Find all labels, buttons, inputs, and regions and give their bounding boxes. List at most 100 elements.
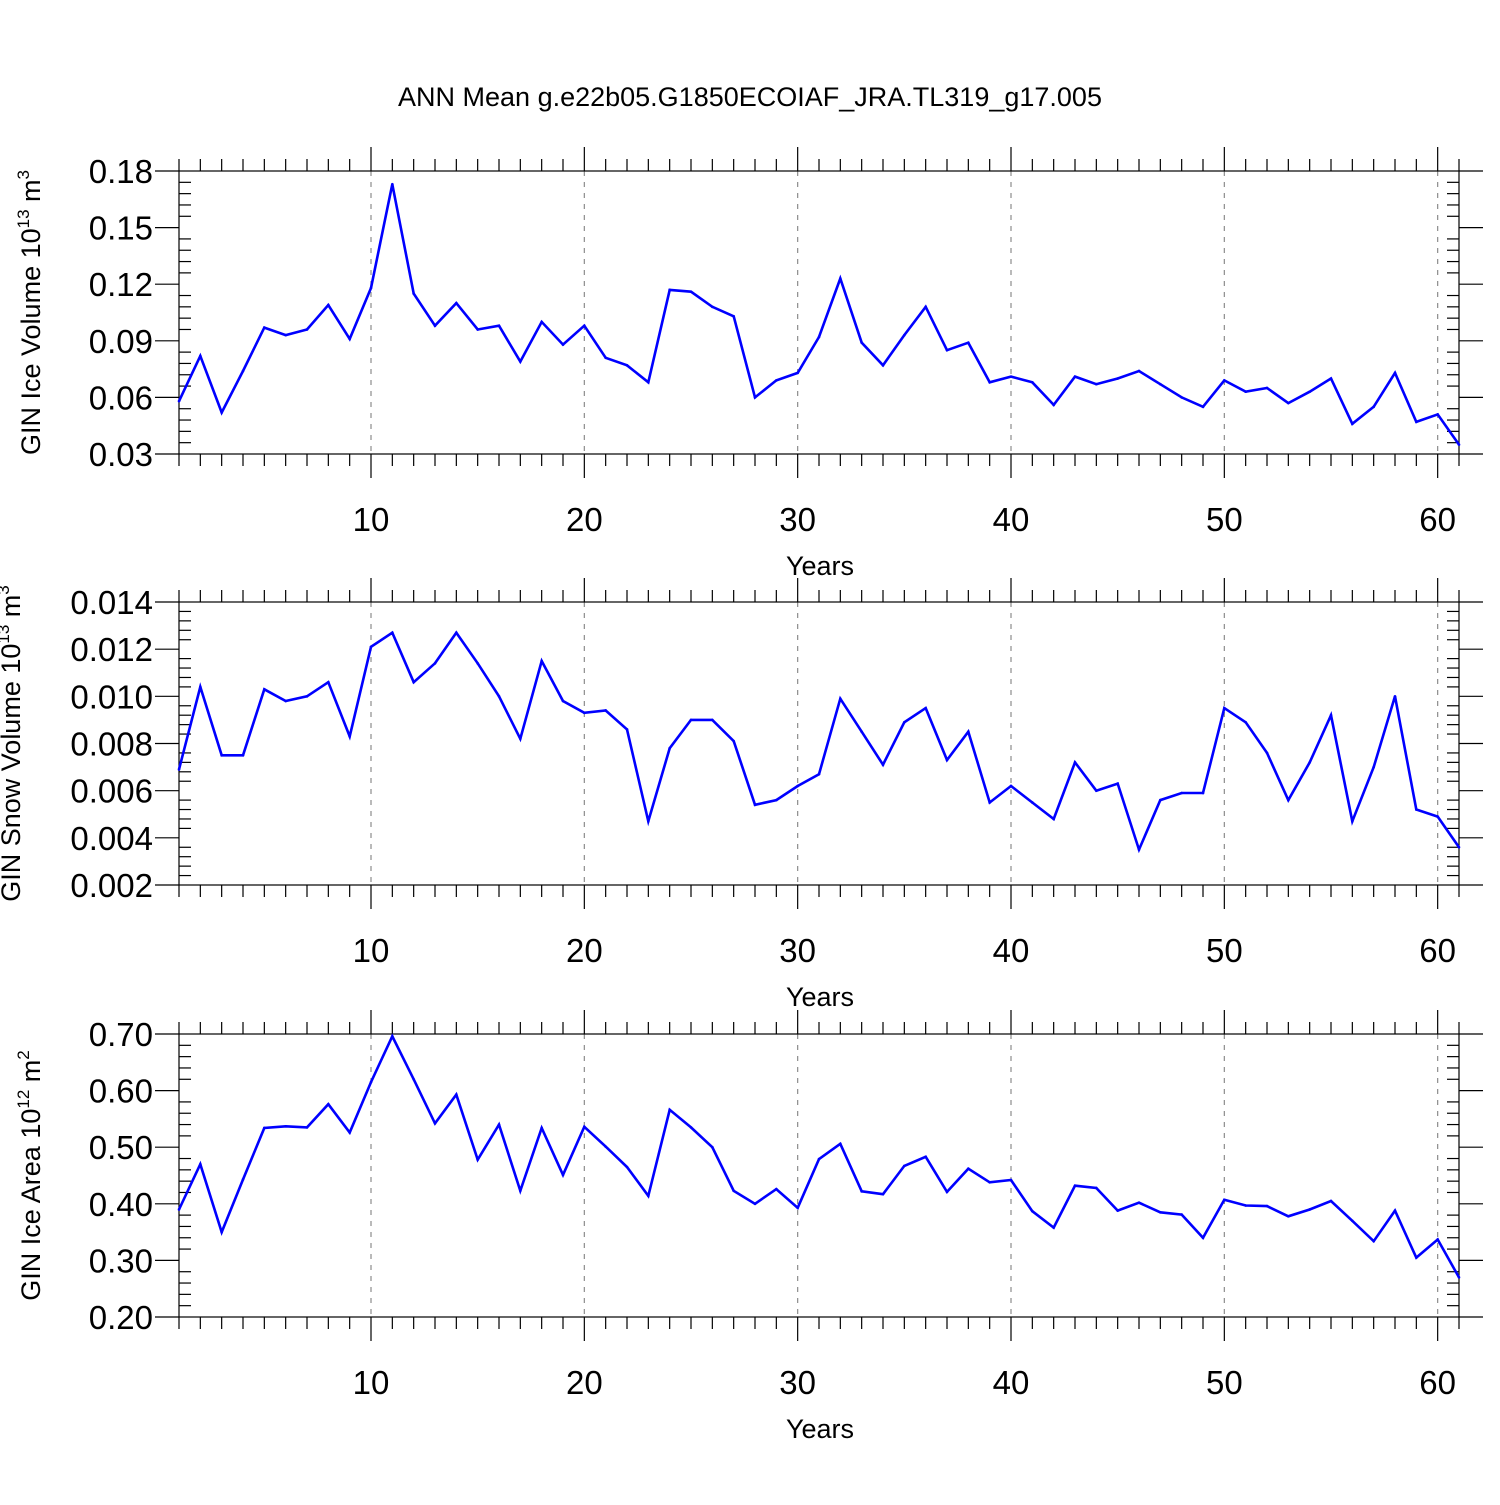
data-point bbox=[924, 706, 927, 710]
data-point bbox=[561, 699, 565, 703]
x-axis-label: Years bbox=[786, 1414, 854, 1444]
y-tick-label: 0.40 bbox=[89, 1186, 153, 1223]
data-point bbox=[732, 1189, 735, 1193]
data-point bbox=[1031, 1209, 1034, 1213]
data-point bbox=[1415, 1256, 1418, 1259]
data-point bbox=[1116, 782, 1119, 785]
data-point bbox=[668, 288, 671, 292]
x-tick-label: 20 bbox=[566, 932, 603, 969]
data-point bbox=[284, 1124, 287, 1128]
data-point bbox=[1073, 375, 1077, 378]
data-point bbox=[1329, 377, 1333, 380]
data-point bbox=[519, 1189, 522, 1193]
data-point bbox=[455, 301, 458, 305]
data-point bbox=[817, 1157, 821, 1161]
x-tick-label: 50 bbox=[1206, 501, 1243, 538]
data-point bbox=[412, 680, 415, 684]
y-axis-label-text: m bbox=[16, 1060, 46, 1090]
y-axis-label-superscript: 2 bbox=[14, 1050, 33, 1059]
data-point bbox=[1073, 761, 1077, 764]
data-point bbox=[540, 320, 543, 324]
x-tick-label: 40 bbox=[993, 1364, 1030, 1401]
data-point bbox=[433, 324, 437, 328]
data-point bbox=[1201, 405, 1205, 409]
data-point bbox=[241, 753, 245, 757]
data-point bbox=[604, 1145, 607, 1148]
y-axis-label-text: m bbox=[16, 179, 46, 209]
data-point bbox=[1159, 798, 1162, 802]
series-line bbox=[177, 630, 1461, 854]
data-point bbox=[860, 341, 863, 344]
y-tick-label: 0.06 bbox=[89, 379, 153, 416]
data-point bbox=[988, 801, 991, 804]
data-point bbox=[348, 1131, 351, 1134]
data-point bbox=[1372, 765, 1375, 769]
data-point bbox=[583, 1125, 586, 1129]
data-point bbox=[1393, 695, 1397, 698]
y-axis-label-text: GIN Ice Area 10 bbox=[16, 1109, 46, 1301]
data-point bbox=[1137, 369, 1141, 373]
data-point bbox=[1201, 791, 1205, 795]
x-tick-label: 30 bbox=[779, 501, 816, 538]
data-point bbox=[647, 820, 650, 823]
data-point bbox=[796, 1206, 799, 1210]
data-point bbox=[668, 1108, 671, 1112]
data-point bbox=[1372, 1239, 1375, 1243]
data-point bbox=[796, 371, 799, 375]
data-point bbox=[1287, 1214, 1290, 1218]
data-point bbox=[263, 687, 266, 691]
data-point bbox=[753, 1202, 757, 1206]
panel-1: 10 20 30 40 50 60 0.03 0.06 0.09 0.12 0.15 0.18 Year… bbox=[14, 147, 1483, 581]
data-point bbox=[1265, 751, 1269, 755]
data-point bbox=[1329, 713, 1333, 717]
y-axis-label-text: GIN Snow Volume 10 bbox=[0, 644, 26, 902]
data-point bbox=[391, 1034, 394, 1038]
data-point bbox=[1223, 1198, 1226, 1202]
data-point bbox=[433, 662, 437, 665]
data-point bbox=[860, 730, 863, 734]
y-tick-label: 0.30 bbox=[89, 1242, 153, 1279]
data-point bbox=[1009, 1178, 1013, 1182]
data-point bbox=[348, 735, 351, 738]
data-point bbox=[796, 784, 799, 788]
x-axis-label: Years bbox=[786, 982, 854, 1012]
y-axis-label: GIN Ice Area 1012 m2 bbox=[14, 1050, 46, 1301]
data-point bbox=[1265, 1204, 1269, 1208]
data-point bbox=[1180, 791, 1183, 795]
data-point bbox=[1436, 1238, 1439, 1241]
data-point bbox=[839, 1142, 842, 1146]
data-point bbox=[391, 182, 394, 186]
data-point bbox=[476, 662, 479, 665]
data-point bbox=[967, 730, 970, 734]
data-point bbox=[732, 314, 735, 318]
data-point bbox=[497, 1123, 501, 1126]
y-tick-label: 0.09 bbox=[89, 323, 153, 360]
data-point bbox=[1223, 379, 1226, 382]
x-tick-label: 40 bbox=[993, 501, 1030, 538]
y-tick-label: 0.012 bbox=[70, 631, 153, 668]
data-point bbox=[775, 379, 778, 382]
data-point bbox=[220, 1230, 223, 1234]
data-point bbox=[1457, 1276, 1461, 1279]
y-tick-label: 0.03 bbox=[89, 436, 153, 473]
y-tick-label: 0.15 bbox=[89, 210, 153, 247]
data-point bbox=[561, 1173, 565, 1177]
data-point bbox=[647, 381, 650, 384]
data-point bbox=[583, 324, 586, 328]
y-tick-label: 0.12 bbox=[89, 266, 153, 303]
data-point bbox=[1180, 1213, 1183, 1216]
data-point bbox=[668, 746, 671, 750]
y-tick-label: 0.20 bbox=[89, 1299, 153, 1336]
data-point bbox=[903, 720, 906, 724]
y-tick-label: 0.60 bbox=[89, 1073, 153, 1110]
data-point bbox=[1116, 377, 1119, 380]
data-point bbox=[988, 1180, 991, 1184]
y-tick-label: 0.008 bbox=[70, 726, 153, 763]
plot-frame bbox=[178, 170, 1460, 455]
data-point bbox=[305, 328, 309, 331]
data-point bbox=[540, 1126, 543, 1130]
x-tick-label: 60 bbox=[1419, 501, 1456, 538]
x-tick-label: 10 bbox=[353, 932, 390, 969]
data-point bbox=[1308, 1208, 1311, 1211]
